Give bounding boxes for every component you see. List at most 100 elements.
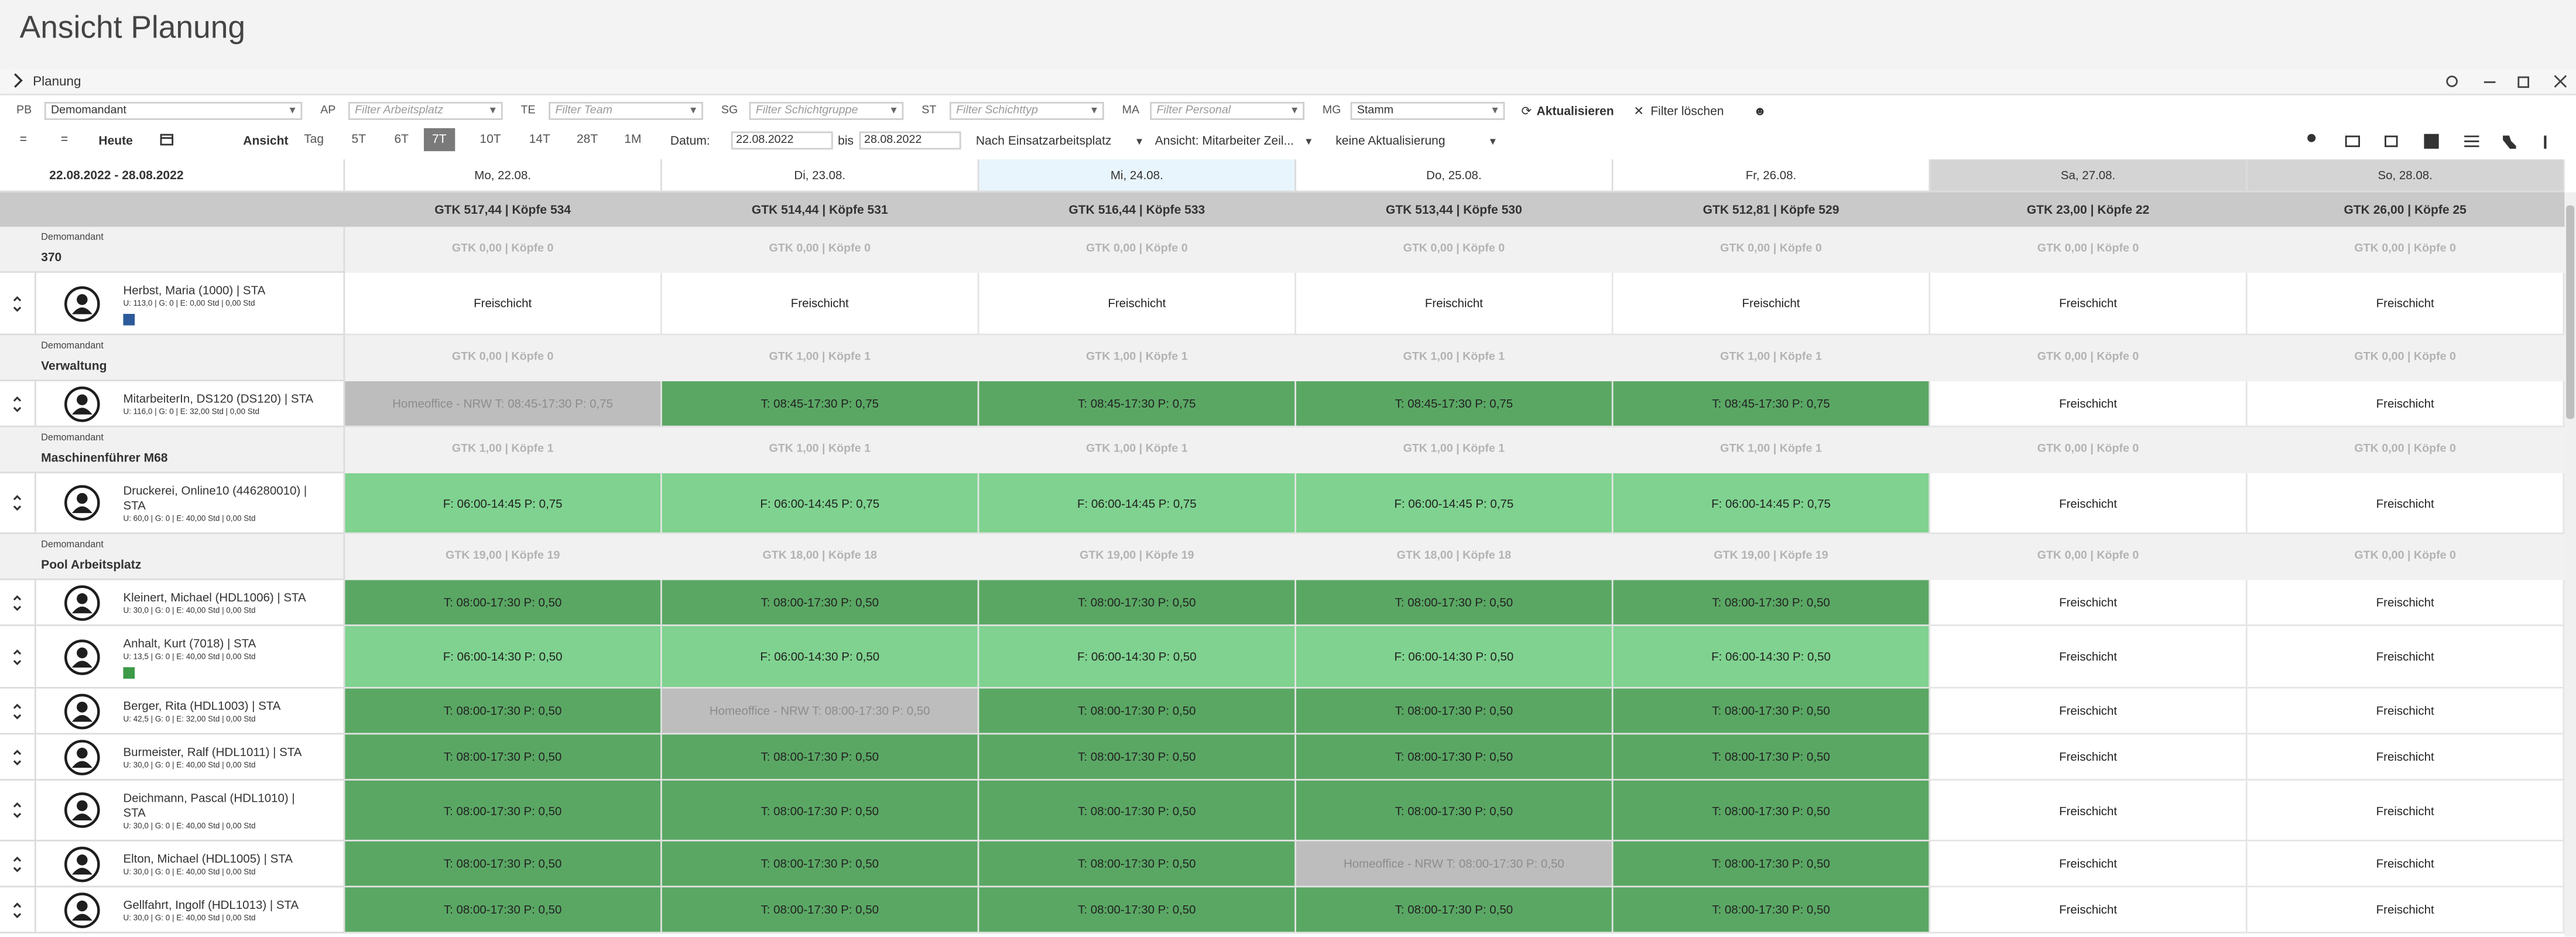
employee-name[interactable]: Anhalt, Kurt (7018) | STA: [123, 635, 256, 651]
employee-name[interactable]: Herbst, Maria (1000) | STA: [123, 282, 266, 297]
shift-cell[interactable]: Freischicht: [2247, 272, 2565, 336]
shift-cell[interactable]: T: 08:00-17:30 P: 0,50: [345, 688, 662, 735]
filter-input[interactable]: Filter Team ▼: [549, 101, 704, 119]
shift-cell[interactable]: Freischicht: [2247, 887, 2565, 933]
phone-icon[interactable]: [2503, 135, 2516, 149]
shift-cell[interactable]: T: 08:45-17:30 P: 0,75: [662, 381, 979, 428]
shift-cell[interactable]: T: 08:00-17:30 P: 0,50: [979, 688, 1297, 735]
dropdown-arrow[interactable]: ▼: [889, 105, 899, 116]
view-button[interactable]: 1M: [624, 131, 642, 146]
dropdown-arrow[interactable]: ▼: [1089, 105, 1099, 116]
shift-cell[interactable]: T: 08:00-17:30 P: 0,50: [662, 780, 979, 842]
drag-handle[interactable]: [12, 293, 23, 313]
dropdown-arrow[interactable]: ▼: [287, 105, 297, 116]
delete-icon[interactable]: [2544, 135, 2547, 149]
shift-cell[interactable]: Freischicht: [1930, 887, 2248, 933]
shift-cell[interactable]: T: 08:00-17:30 P: 0,50: [1613, 841, 1931, 888]
shift-cell[interactable]: T: 08:00-17:30 P: 0,50: [662, 841, 979, 888]
shift-cell[interactable]: T: 08:00-17:30 P: 0,50: [662, 580, 979, 627]
shift-cell[interactable]: F: 06:00-14:30 P: 0,50: [662, 626, 979, 689]
date-from-input[interactable]: 22.08.2022: [731, 131, 833, 150]
shift-cell[interactable]: Freischicht: [1930, 780, 2248, 842]
shift-cell[interactable]: Freischicht: [1296, 272, 1614, 336]
shift-cell[interactable]: F: 06:00-14:30 P: 0,50: [979, 626, 1297, 689]
shift-cell[interactable]: Freischicht: [1930, 272, 2248, 336]
shift-cell[interactable]: T: 08:00-17:30 P: 0,50: [1613, 734, 1931, 781]
grouping-select[interactable]: Nach Einsatzarbeitsplatz ▼: [976, 133, 1145, 148]
day-header[interactable]: Do, 25.08.: [1296, 159, 1614, 193]
add-person-icon[interactable]: [2307, 134, 2316, 142]
calendar-icon[interactable]: [159, 131, 174, 146]
expand-all-icon[interactable]: =: [19, 131, 27, 146]
transfer-icon[interactable]: [2345, 135, 2360, 148]
shift-cell[interactable]: T: 08:00-17:30 P: 0,50: [345, 780, 662, 842]
scrollbar[interactable]: [2564, 192, 2576, 937]
shift-cell[interactable]: Freischicht: [979, 272, 1297, 336]
minimize-icon[interactable]: [2482, 74, 2497, 88]
shift-cell[interactable]: T: 08:00-17:30 P: 0,50: [345, 734, 662, 781]
shift-cell[interactable]: T: 08:00-17:30 P: 0,50: [1613, 780, 1931, 842]
day-header[interactable]: Mi, 24.08.: [979, 159, 1297, 193]
shift-cell[interactable]: Freischicht: [1930, 580, 2248, 627]
shift-cell[interactable]: Freischicht: [2247, 580, 2565, 627]
filter-input[interactable]: Stamm ▼: [1350, 101, 1505, 119]
employee-name[interactable]: MitarbeiterIn, DS120 (DS120) | STA: [123, 391, 314, 406]
employee-name[interactable]: Deichmann, Pascal (HDL1010) | STA: [123, 790, 295, 820]
excel-icon[interactable]: [2424, 134, 2439, 149]
maximize-icon[interactable]: [2517, 74, 2532, 88]
filter-input[interactable]: Filter Personal ▼: [1150, 101, 1305, 119]
day-header[interactable]: Fr, 26.08.: [1613, 159, 1931, 193]
shift-cell[interactable]: T: 08:00-17:30 P: 0,50: [1296, 734, 1614, 781]
drag-handle[interactable]: [12, 593, 23, 613]
employee-name[interactable]: Burmeister, Ralf (HDL1011) | STA: [123, 744, 302, 760]
shift-cell[interactable]: T: 08:45-17:30 P: 0,75: [1296, 381, 1614, 428]
shift-cell[interactable]: T: 08:00-17:30 P: 0,50: [979, 841, 1297, 888]
shift-cell[interactable]: T: 08:00-17:30 P: 0,50: [345, 887, 662, 933]
shift-cell[interactable]: T: 08:00-17:30 P: 0,50: [345, 580, 662, 627]
day-header[interactable]: Di, 23.08.: [662, 159, 979, 193]
today-button[interactable]: Heute: [98, 133, 133, 148]
shift-cell[interactable]: T: 08:45-17:30 P: 0,75: [1613, 381, 1931, 428]
filter-input[interactable]: Demomandant ▼: [44, 101, 303, 119]
drag-handle[interactable]: [12, 747, 23, 767]
shift-cell[interactable]: Homeoffice - NRW T: 08:00-17:30 P: 0,50: [1296, 841, 1614, 888]
shift-cell[interactable]: Freischicht: [1930, 626, 2248, 689]
drag-handle[interactable]: [12, 394, 23, 413]
shift-cell[interactable]: T: 08:00-17:30 P: 0,50: [1296, 887, 1614, 933]
shift-cell[interactable]: T: 08:00-17:30 P: 0,50: [979, 780, 1297, 842]
refresh-select[interactable]: keine Aktualisierung ▼: [1335, 133, 1498, 148]
drag-handle[interactable]: [12, 900, 23, 919]
shift-cell[interactable]: T: 08:00-17:30 P: 0,50: [662, 734, 979, 781]
calendar-icon[interactable]: [2385, 135, 2398, 148]
shift-cell[interactable]: T: 08:00-17:30 P: 0,50: [662, 887, 979, 933]
dropdown-arrow[interactable]: ▼: [688, 105, 698, 116]
filter-input[interactable]: Filter Schichtgruppe ▼: [749, 101, 904, 119]
shift-cell[interactable]: F: 06:00-14:45 P: 0,75: [345, 473, 662, 534]
employee-name[interactable]: Berger, Rita (HDL1003) | STA: [123, 698, 281, 713]
drag-handle[interactable]: [12, 647, 23, 666]
drag-handle[interactable]: [12, 493, 23, 513]
shift-cell[interactable]: T: 08:00-17:30 P: 0,50: [1296, 688, 1614, 735]
view-button[interactable]: 6T: [394, 131, 409, 146]
employee-name[interactable]: Druckerei, Online10 (446280010) | STA: [123, 483, 307, 513]
shift-cell[interactable]: F: 06:00-14:45 P: 0,75: [1613, 473, 1931, 534]
day-header[interactable]: Sa, 27.08.: [1930, 159, 2248, 193]
reload-icon[interactable]: [2445, 74, 2459, 88]
drag-handle[interactable]: [12, 801, 23, 820]
view-button[interactable]: 10T: [479, 131, 501, 146]
view-button[interactable]: 28T: [576, 131, 598, 146]
dropdown-arrow[interactable]: ▼: [488, 105, 498, 116]
shift-cell[interactable]: T: 08:00-17:30 P: 0,50: [1296, 780, 1614, 842]
shift-cell[interactable]: Freischicht: [2247, 473, 2565, 534]
employee-name[interactable]: Gellfahrt, Ingolf (HDL1013) | STA: [123, 897, 299, 912]
filter-input[interactable]: Filter Schichttyp ▼: [949, 101, 1104, 119]
view-button[interactable]: Tag: [304, 131, 324, 146]
shift-cell[interactable]: Homeoffice - NRW T: 08:45-17:30 P: 0,75: [345, 381, 662, 428]
scroll-thumb[interactable]: [2566, 205, 2575, 419]
shift-cell[interactable]: F: 06:00-14:30 P: 0,50: [1296, 626, 1614, 689]
filter-input[interactable]: Filter Arbeitsplatz ▼: [348, 101, 503, 119]
collapse-all-icon[interactable]: =: [60, 131, 68, 146]
shift-cell[interactable]: Freischicht: [662, 272, 979, 336]
shift-cell[interactable]: Freischicht: [2247, 780, 2565, 842]
shift-cell[interactable]: T: 08:00-17:30 P: 0,50: [979, 734, 1297, 781]
